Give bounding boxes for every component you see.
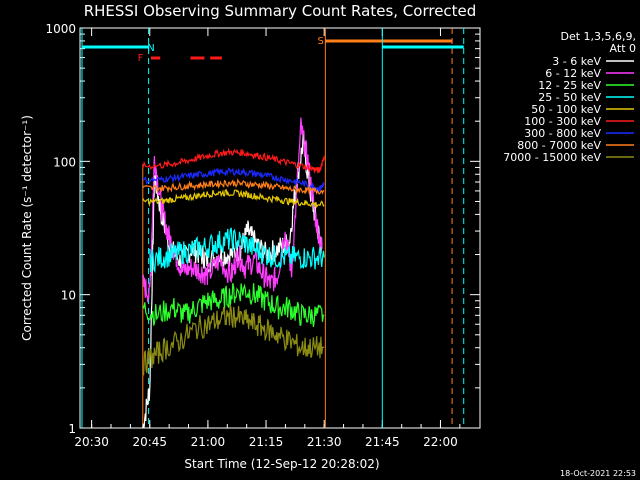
series-line-5 (142, 147, 325, 174)
legend-label: 12 - 25 keV (538, 79, 601, 92)
x-tick-label: 21:30 (307, 435, 342, 449)
y-tick-labels: 1 10 100 1000 (45, 22, 76, 436)
legend-label: 6 - 12 keV (545, 67, 601, 80)
flag-label: S (318, 36, 324, 47)
series-line-3 (149, 227, 325, 274)
y-tick-label: 10 (61, 289, 76, 303)
x-tick-label: 21:45 (365, 435, 400, 449)
legend-label: 3 - 6 keV (552, 55, 601, 68)
y-tick-label: 1 (68, 422, 76, 436)
observation-intervals (81, 28, 465, 428)
x-tick-label: 21:00 (191, 435, 226, 449)
legend-label: 50 - 100 keV (531, 103, 601, 116)
series-line-6 (142, 167, 325, 193)
legend-header-line-1: Det 1,3,5,6,9, (560, 30, 636, 43)
series-line-7 (142, 177, 325, 195)
flag-label: N (147, 43, 154, 54)
x-tick-label: 21:15 (249, 435, 284, 449)
chart-title: RHESSI Observing Summary Count Rates, Co… (84, 2, 477, 20)
axis-ticks (80, 27, 480, 429)
y-tick-label: 100 (53, 155, 76, 169)
x-axis-label: Start Time (12-Sep-12 20:28:02) (184, 457, 379, 471)
legend-label: 300 - 800 keV (524, 127, 601, 140)
legend-header-line-2: Att 0 (610, 42, 636, 55)
legend-label: 100 - 300 keV (524, 115, 601, 128)
timestamp: 18-Oct-2021 22:53 (560, 469, 636, 478)
flag-markers: FN S (138, 36, 324, 64)
x-tick-labels: 20:30 20:45 21:00 21:15 21:30 21:45 22:00 (74, 435, 457, 449)
y-tick-label: 1000 (45, 22, 76, 36)
legend-label: 7000 - 15000 keV (503, 151, 601, 164)
x-tick-label: 22:00 (423, 435, 458, 449)
series-lines (142, 117, 325, 429)
x-tick-label: 20:45 (132, 435, 167, 449)
y-axis-label: Corrected Count Rate (s⁻¹ detector⁻¹) (20, 115, 34, 341)
series-line-2 (142, 282, 325, 327)
plot-frame (79, 27, 481, 429)
series-line-8 (142, 304, 325, 376)
flag-label: F (138, 53, 144, 64)
series-line-4 (142, 188, 325, 209)
x-tick-label: 20:30 (74, 435, 109, 449)
legend-label: 800 - 7000 keV (517, 139, 601, 152)
legend-label: 25 - 50 keV (538, 91, 601, 104)
